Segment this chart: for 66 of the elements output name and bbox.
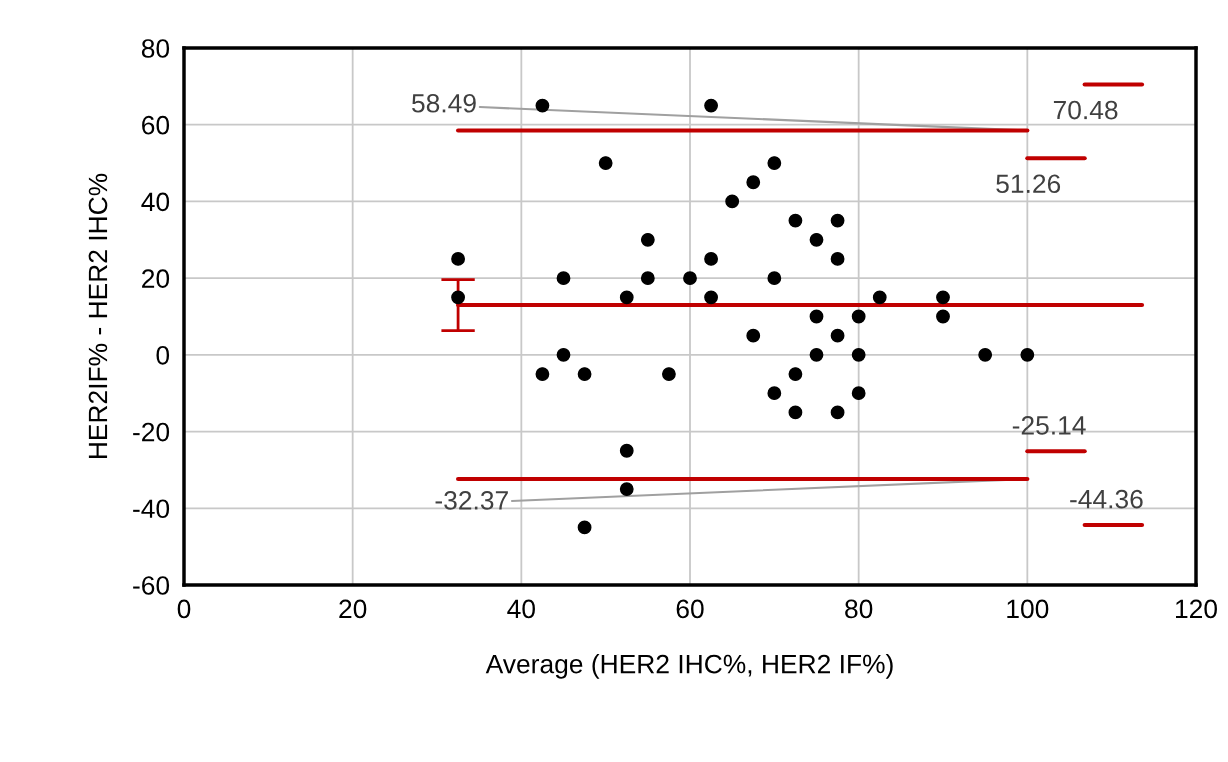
x-tick-label: 60	[676, 599, 704, 619]
x-tick-label: 100	[1007, 599, 1049, 619]
y-tick-label: -60	[133, 576, 170, 595]
point	[619, 290, 634, 305]
point	[767, 271, 782, 286]
point	[830, 213, 845, 228]
point	[451, 290, 465, 305]
y-tick-label: -40	[133, 499, 170, 519]
y-tick-label: 20	[142, 269, 170, 288]
point	[872, 290, 887, 305]
x-tick-label: 120	[1176, 599, 1217, 619]
point	[851, 309, 866, 324]
x-tick-label: 0	[177, 599, 191, 619]
point	[767, 386, 782, 401]
point	[851, 386, 866, 401]
point	[535, 98, 550, 113]
point	[725, 194, 740, 209]
point	[809, 232, 824, 247]
point	[451, 252, 465, 266]
point	[535, 367, 550, 381]
point	[640, 271, 655, 286]
point	[1020, 347, 1035, 362]
point	[556, 271, 571, 286]
point	[598, 156, 613, 170]
point	[704, 252, 718, 266]
point	[556, 347, 571, 362]
annotation: -44.36	[1070, 489, 1143, 509]
point	[788, 405, 803, 420]
annotation: 51.26	[996, 174, 1061, 194]
point	[788, 213, 803, 228]
point	[830, 328, 845, 343]
point	[830, 252, 845, 266]
point	[978, 347, 993, 362]
y-tick-label: -20	[133, 422, 170, 442]
point	[577, 367, 592, 381]
annotation: -32.37	[435, 491, 508, 510]
point	[809, 309, 824, 324]
point	[936, 290, 950, 305]
x-tick-label: 80	[845, 599, 873, 619]
point	[704, 98, 718, 113]
y-tick-label: 60	[142, 115, 170, 135]
y-tick-label: 0	[156, 345, 170, 365]
y-tick-label: 80	[141, 39, 170, 58]
x-tick-label: 20	[339, 599, 367, 619]
point	[851, 347, 866, 362]
point	[619, 482, 634, 497]
annotation: 58.49	[412, 93, 476, 113]
point	[746, 175, 761, 190]
point	[788, 367, 803, 381]
point	[662, 367, 676, 381]
point	[577, 520, 592, 535]
point	[619, 443, 634, 458]
point	[704, 290, 718, 305]
y-axis-title: HER2IF% - HER2 IHC%	[88, 173, 108, 459]
point	[746, 328, 761, 343]
point	[767, 156, 782, 170]
point	[809, 347, 824, 362]
point	[640, 232, 655, 247]
point	[936, 309, 950, 324]
point	[830, 405, 845, 420]
x-axis-title: Average (HER2 IHC%, HER2 IF%)	[485, 654, 893, 679]
annotation: 70.48	[1053, 100, 1118, 120]
annotation: -25.14	[1012, 416, 1086, 435]
point	[683, 271, 697, 286]
x-tick-label: 40	[507, 599, 535, 619]
y-tick-label: 40	[141, 192, 170, 212]
